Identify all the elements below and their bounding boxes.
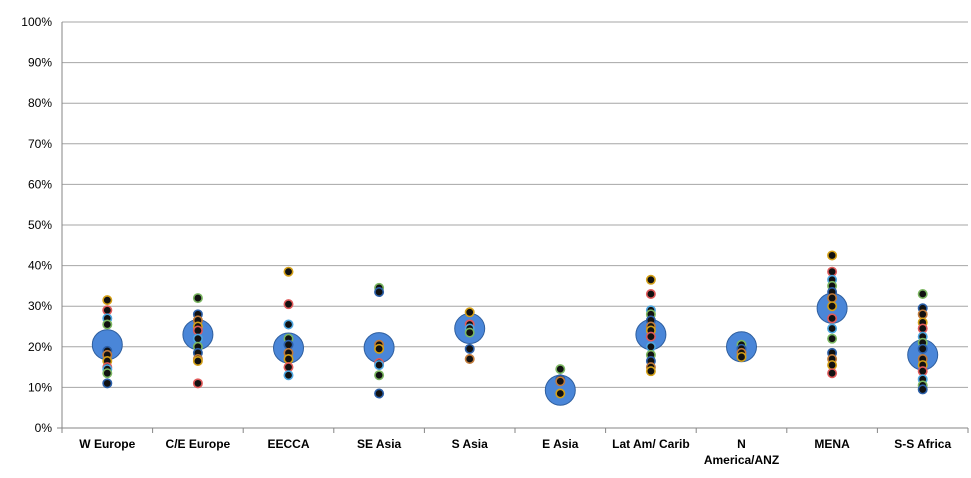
data-point <box>192 378 203 389</box>
data-point <box>555 376 566 387</box>
data-point <box>464 307 475 318</box>
y-tick-label: 100% <box>21 15 52 29</box>
data-point <box>192 333 203 344</box>
y-tick-label: 0% <box>35 421 53 435</box>
x-tick-label: C/E Europe <box>166 437 231 451</box>
data-point <box>645 331 656 342</box>
y-tick-label: 80% <box>28 96 52 110</box>
x-tick-label-line: S-S Africa <box>894 437 951 451</box>
data-point <box>283 362 294 373</box>
data-point <box>283 370 294 381</box>
data-point <box>464 343 475 354</box>
data-point <box>827 360 838 371</box>
y-tick-label: 40% <box>28 259 52 273</box>
y-tick-label: 30% <box>28 299 52 313</box>
x-tick-label: Lat Am/ Carib <box>612 437 690 451</box>
x-tick-label-line: EECCA <box>267 437 309 451</box>
data-point <box>917 323 928 334</box>
data-point <box>283 266 294 277</box>
data-point <box>192 293 203 304</box>
gridlines <box>62 21 968 388</box>
data-point <box>192 325 203 336</box>
y-tick-label: 20% <box>28 340 52 354</box>
data-point <box>645 274 656 285</box>
data-point <box>102 295 113 306</box>
tick-labels: 0% 10% 20% 30% 40% 50% 60% 70% 80% 90% 100% W Europ… <box>21 15 951 467</box>
y-tick-label: 10% <box>28 380 52 394</box>
data-point <box>827 323 838 334</box>
data-point <box>555 388 566 399</box>
data-point <box>374 370 385 381</box>
data-points <box>91 250 939 406</box>
x-tick-label-line: N <box>737 437 746 451</box>
data-point <box>917 366 928 377</box>
x-tick-label-line: C/E Europe <box>166 437 231 451</box>
data-point <box>283 299 294 310</box>
data-point <box>374 388 385 399</box>
data-point <box>374 286 385 297</box>
data-point <box>645 289 656 300</box>
y-tick-label: 70% <box>28 137 52 151</box>
data-point <box>102 378 113 389</box>
data-point <box>464 353 475 364</box>
data-point <box>917 309 928 320</box>
data-point <box>827 250 838 261</box>
x-tick-label: W Europe <box>79 437 135 451</box>
x-tick-label: S-S Africa <box>894 437 951 451</box>
data-point <box>464 327 475 338</box>
y-tick-label: 50% <box>28 218 52 232</box>
data-point <box>283 353 294 364</box>
x-tick-label: S Asia <box>452 437 489 451</box>
data-point <box>827 301 838 312</box>
data-point <box>917 289 928 300</box>
x-tick-label-line: America/ANZ <box>704 453 779 467</box>
x-tick-label: MENA <box>814 437 850 451</box>
data-point <box>827 266 838 277</box>
x-tick-label-line: S Asia <box>452 437 489 451</box>
data-point <box>102 368 113 379</box>
data-point <box>102 305 113 316</box>
y-tick-label: 60% <box>28 177 52 191</box>
data-point <box>827 293 838 304</box>
data-point <box>192 356 203 367</box>
data-point <box>917 343 928 354</box>
x-tick-label-line: W Europe <box>79 437 135 451</box>
x-tick-label: E Asia <box>542 437 579 451</box>
y-tick-label: 90% <box>28 56 52 70</box>
x-tick-label: SE Asia <box>357 437 402 451</box>
data-point <box>102 319 113 330</box>
data-point <box>645 366 656 377</box>
data-point <box>283 339 294 350</box>
data-point <box>283 319 294 330</box>
data-point <box>917 384 928 395</box>
x-tick-label: EECCA <box>267 437 309 451</box>
x-tick-label-line: SE Asia <box>357 437 402 451</box>
data-point <box>645 341 656 352</box>
data-point <box>827 368 838 379</box>
axes <box>57 22 969 433</box>
x-tick-label-line: Lat Am/ Carib <box>612 437 690 451</box>
data-point <box>374 360 385 371</box>
data-point <box>555 364 566 375</box>
x-tick-label: N America/ANZ <box>704 437 779 467</box>
x-tick-label-line: E Asia <box>542 437 579 451</box>
data-point <box>736 351 747 362</box>
data-point <box>374 343 385 354</box>
x-tick-label-line: MENA <box>814 437 850 451</box>
data-point <box>827 333 838 344</box>
data-point <box>827 313 838 324</box>
